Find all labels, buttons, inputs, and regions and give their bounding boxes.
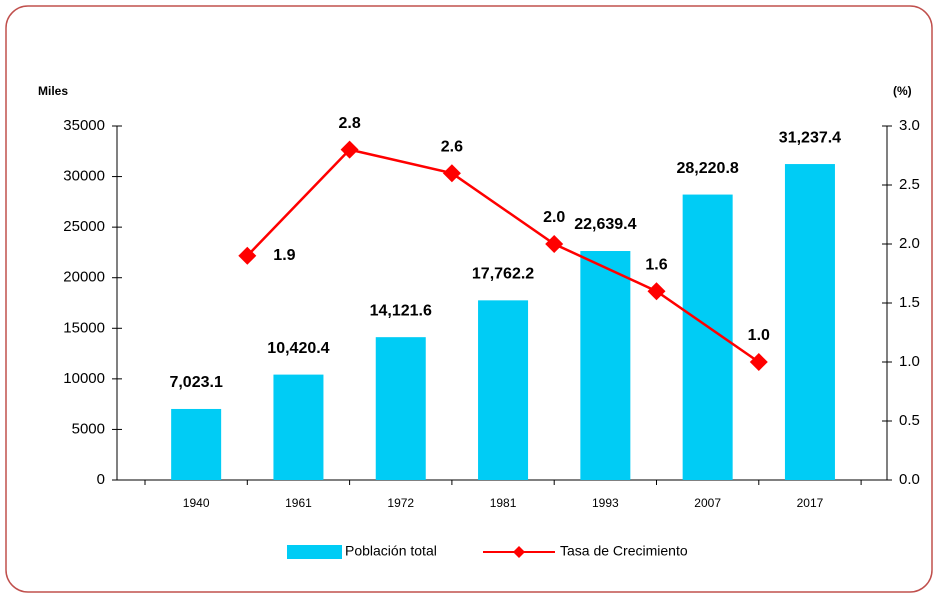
y-tick-label: 30000 [63, 168, 105, 185]
y2-tick-label: 2.5 [899, 176, 920, 193]
y2-tick-label: 1.0 [899, 353, 920, 370]
data-label: 1.6 [645, 256, 667, 273]
data-label: 17,762.2 [472, 266, 534, 283]
y2-axis-label: (%) [893, 84, 912, 98]
data-label: 28,220.8 [677, 160, 739, 177]
marker [749, 353, 768, 371]
legend-label: Población total [345, 543, 437, 559]
data-label: 1.9 [273, 247, 295, 264]
line [246, 148, 760, 364]
legend-label: Tasa de Crecimiento [560, 543, 688, 559]
x-tick-label: 1940 [183, 496, 210, 510]
data-label: 2.8 [338, 115, 360, 132]
data-label: 1.0 [748, 327, 770, 344]
x-tick-label: 1961 [285, 496, 312, 510]
data-label: 10,420.4 [267, 340, 329, 357]
x-tick-label: 1972 [387, 496, 414, 510]
y2-tick-label: 0.0 [899, 471, 920, 488]
marker [545, 235, 564, 253]
y-tick-label: 0 [97, 471, 105, 488]
marker [340, 140, 359, 159]
data-label: 7,023.1 [169, 374, 222, 391]
x-tick-label: 2017 [797, 496, 824, 510]
marker [647, 282, 666, 301]
bar [478, 300, 529, 480]
y2-tick-label: 2.0 [899, 235, 920, 252]
y2-tick-label: 3.0 [899, 117, 920, 134]
y-tick-label: 5000 [72, 420, 105, 437]
bar [580, 251, 631, 480]
x-tick-label: 1993 [592, 496, 619, 510]
bar [375, 337, 426, 480]
y2-tick-label: 1.5 [899, 294, 920, 311]
y-tick-label: 25000 [63, 218, 105, 235]
bar [171, 408, 222, 480]
marker [238, 246, 257, 265]
marker [442, 164, 461, 183]
y2-tick-label: 0.5 [899, 412, 920, 429]
data-label: 2.6 [441, 138, 463, 155]
bar [273, 374, 324, 480]
y-tick-label: 15000 [63, 319, 105, 336]
legend-swatch [287, 545, 342, 559]
legend-marker [513, 546, 525, 558]
data-label: 22,639.4 [574, 216, 636, 233]
data-label: 14,121.6 [370, 302, 432, 319]
y-tick-label: 35000 [63, 117, 105, 134]
y-axis-label: Miles [38, 84, 68, 98]
bar [784, 164, 835, 480]
data-label: 31,237.4 [779, 129, 841, 146]
x-tick-label: 1981 [490, 496, 517, 510]
data-label: 2.0 [543, 209, 565, 226]
x-tick-label: 2007 [694, 496, 721, 510]
y-tick-label: 20000 [63, 269, 105, 286]
y-tick-label: 10000 [63, 370, 105, 387]
